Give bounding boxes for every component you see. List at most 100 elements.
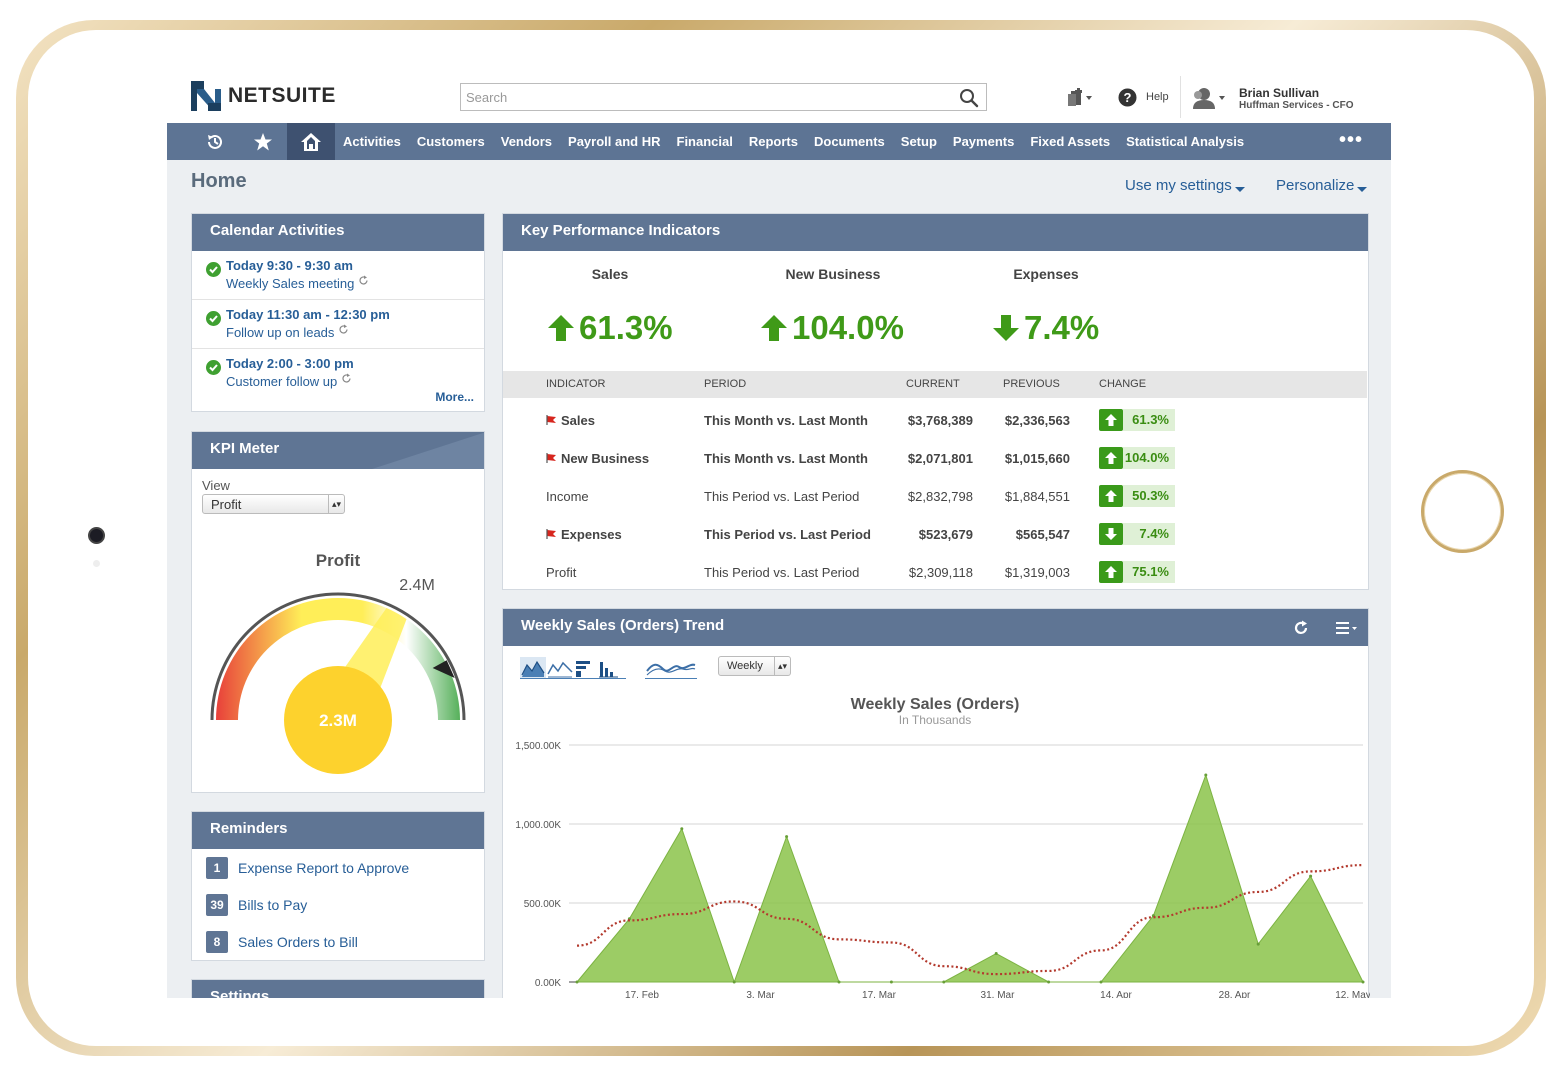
nav-activities[interactable]: Activities <box>343 134 401 149</box>
nav-fixed-assets[interactable]: Fixed Assets <box>1030 134 1111 149</box>
calendar-time: Today 11:30 am - 12:30 pm <box>226 307 390 322</box>
sales-data-point <box>994 952 998 956</box>
kpi-summary-label: Expenses <box>946 266 1146 284</box>
column-chart-type-icon[interactable] <box>599 662 618 678</box>
flag-icon <box>546 453 556 463</box>
calendar-item[interactable]: Today 9:30 - 9:30 am Weekly Sales meetin… <box>192 251 484 300</box>
portlet-menu-icon[interactable] <box>1336 621 1358 635</box>
reminder-item[interactable]: 39 Bills to Pay <box>206 894 307 916</box>
user-name[interactable]: Brian Sullivan <box>1239 86 1320 100</box>
recurring-icon <box>339 324 349 334</box>
calendar-description: Follow up on leads <box>226 324 484 340</box>
kpi-table-row[interactable]: Profit This Period vs. Last Period $2,309,… <box>503 554 1367 592</box>
reminder-item[interactable]: 8 Sales Orders to Bill <box>206 931 358 953</box>
nav-setup[interactable]: Setup <box>900 134 937 149</box>
kpi-summary-label: New Business <box>733 266 933 284</box>
portlet-title[interactable]: Calendar Activities <box>192 214 484 251</box>
home-icon[interactable] <box>287 123 335 160</box>
col-period[interactable]: PERIOD <box>704 378 747 390</box>
arrow-up-icon <box>761 315 787 341</box>
nav-more-icon[interactable]: ••• <box>1339 129 1364 151</box>
x-tick-label: 17. Feb <box>625 990 659 998</box>
calendar-more-link[interactable]: More... <box>435 390 474 404</box>
nav-financial[interactable]: Financial <box>676 134 733 149</box>
portlet-title[interactable]: Key Performance Indicators <box>503 214 1368 251</box>
calendar-item[interactable]: Today 2:00 - 3:00 pm Customer follow up <box>192 349 484 398</box>
area-chart-type-icon[interactable] <box>520 657 546 679</box>
kpi-indicator-cell[interactable]: Expenses <box>546 527 622 542</box>
reminder-label[interactable]: Sales Orders to Bill <box>238 934 358 950</box>
recent-records-icon[interactable] <box>191 123 239 160</box>
kpi-table-row[interactable]: Expenses This Period vs. Last Period $523,… <box>503 516 1367 554</box>
kpi-indicator-cell[interactable]: Income <box>546 489 589 504</box>
gauge-target-label: 2.4M <box>399 577 435 594</box>
nav-documents[interactable]: Documents <box>813 134 885 149</box>
kpi-previous-cell: $2,336,563 <box>1004 413 1070 428</box>
nav-payments[interactable]: Payments <box>952 134 1015 149</box>
kpi-indicator-cell[interactable]: Profit <box>546 565 576 580</box>
kpi-view-select[interactable]: Profit ▴▾ <box>202 494 345 514</box>
portlet-title[interactable]: Settings <box>192 980 484 998</box>
kpi-indicator-cell[interactable]: Sales <box>546 413 595 428</box>
kpi-current-cell: $2,832,798 <box>907 489 973 504</box>
search-icon[interactable] <box>959 88 979 108</box>
col-previous[interactable]: PREVIOUS <box>1003 378 1060 390</box>
kpi-change-value: 75.1% <box>1123 561 1175 583</box>
personalize-link[interactable]: Personalize <box>1276 177 1368 194</box>
calendar-item[interactable]: Today 11:30 am - 12:30 pm Follow up on l… <box>192 300 484 349</box>
nav-statistical-analysis[interactable]: Statistical Analysis <box>1126 134 1245 149</box>
portlet-title[interactable]: Reminders <box>192 812 484 849</box>
calendar-description-text: Weekly Sales meeting <box>226 276 355 291</box>
kpi-indicator-name: Profit <box>546 565 577 580</box>
user-avatar-icon[interactable] <box>1189 86 1229 110</box>
line-chart-type-icon[interactable] <box>547 661 573 678</box>
top-header: NETSUITE Search ? Help Bri <box>167 72 1391 123</box>
period-select[interactable]: Weekly ▴▾ <box>718 656 791 676</box>
nav-reports[interactable]: Reports <box>748 134 798 149</box>
kpi-period-cell: This Period vs. Last Period <box>704 489 860 504</box>
kpi-table-row[interactable]: Sales This Month vs. Last Month $3,768,389… <box>503 402 1367 440</box>
create-new-icon[interactable] <box>1065 87 1095 109</box>
shortcuts-star-icon[interactable] <box>239 123 287 160</box>
reminder-label[interactable]: Expense Report to Approve <box>238 860 410 876</box>
portlet-title[interactable]: Weekly Sales (Orders) Trend <box>521 617 725 634</box>
arrow-down-icon <box>1099 523 1123 545</box>
nav-vendors[interactable]: Vendors <box>500 134 553 149</box>
flag-icon <box>546 415 556 425</box>
calendar-time: Today 2:00 - 3:00 pm <box>226 356 354 371</box>
sales-data-point <box>1099 980 1103 984</box>
tablet-home-button[interactable] <box>1421 470 1504 553</box>
reminder-label[interactable]: Bills to Pay <box>238 897 308 913</box>
help-icon[interactable]: ? <box>1118 88 1137 107</box>
kpi-change-value: 61.3% <box>1123 409 1175 431</box>
refresh-icon[interactable] <box>1293 620 1309 636</box>
use-my-settings-link[interactable]: Use my settings <box>1125 177 1245 194</box>
sales-data-point <box>837 980 841 984</box>
camera-sensor <box>93 560 100 567</box>
kpi-table-row[interactable]: Income This Period vs. Last Period $2,832,… <box>503 478 1367 516</box>
help-label[interactable]: Help <box>1146 91 1169 103</box>
col-indicator[interactable]: INDICATOR <box>546 378 606 390</box>
settings-portlet: Settings <box>191 979 485 998</box>
global-search-input[interactable]: Search <box>460 83 987 111</box>
page-title: Home <box>191 170 247 192</box>
col-current[interactable]: CURRENT <box>906 378 960 390</box>
trend-line-toggle-icon[interactable] <box>645 657 697 679</box>
bar-chart-type-icon[interactable] <box>576 661 590 677</box>
personalize-label: Personalize <box>1276 177 1355 194</box>
netsuite-logo-mark-icon <box>191 81 221 111</box>
gauge-rim <box>210 592 466 721</box>
sales-area-series <box>575 773 1364 984</box>
sales-data-point <box>1361 980 1365 984</box>
kpi-indicator-cell[interactable]: New Business <box>546 451 649 466</box>
kpi-table-row[interactable]: New Business This Month vs. Last Month $2,… <box>503 440 1367 478</box>
kpi-period-cell: This Period vs. Last Period <box>704 565 860 580</box>
nav-customers[interactable]: Customers <box>416 134 485 149</box>
col-change[interactable]: CHANGE <box>1099 378 1147 390</box>
kpi-current-cell: $2,071,801 <box>907 451 973 466</box>
kpi-summary-sales: 61.3% <box>547 309 673 347</box>
nav-payroll-hr[interactable]: Payroll and HR <box>568 134 661 149</box>
netsuite-logo[interactable]: NETSUITE <box>191 81 336 111</box>
reminder-item[interactable]: 1 Expense Report to Approve <box>206 857 409 879</box>
portlet-title[interactable]: KPI Meter <box>210 440 280 457</box>
